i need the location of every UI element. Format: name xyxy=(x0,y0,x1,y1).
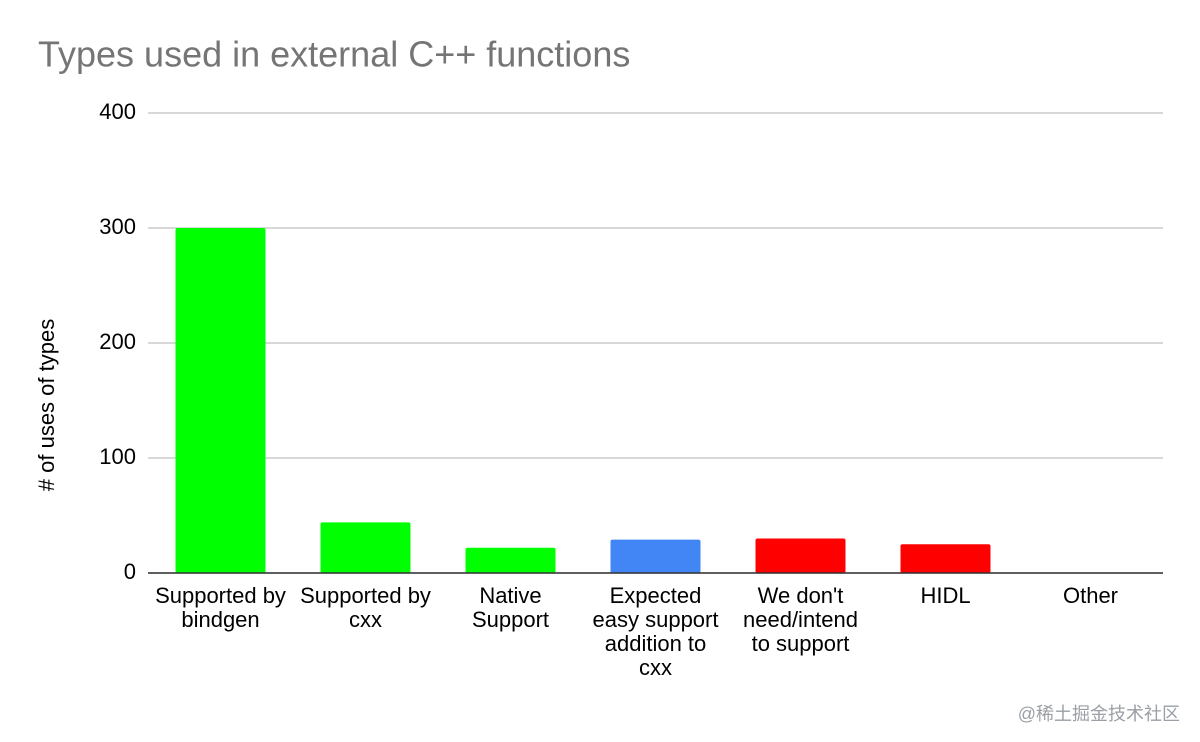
x-tick-label: Supported by bindgen xyxy=(155,583,286,632)
y-tick-label: 100 xyxy=(99,444,136,469)
x-tick-label: HIDL xyxy=(920,583,971,608)
chart-title: Types used in external C++ functions xyxy=(38,34,630,75)
y-tick-label: 300 xyxy=(99,214,136,239)
x-tick-label: We don't need/intend to support xyxy=(743,583,858,656)
x-tick-label: Native Support xyxy=(471,583,550,632)
bar xyxy=(755,538,846,573)
bar xyxy=(900,544,991,573)
watermark: @稀土掘金技术社区 xyxy=(1017,704,1180,724)
bar xyxy=(175,228,266,573)
x-tick-label: Other xyxy=(1062,583,1119,608)
y-tick-label: 0 xyxy=(124,559,136,584)
x-tick-label: Expected easy support addition to cxx xyxy=(592,583,719,680)
bar xyxy=(320,522,411,573)
bar xyxy=(465,547,556,573)
y-tick-label: 200 xyxy=(99,329,136,354)
x-tick-label: Supported by cxx xyxy=(300,583,431,632)
bar xyxy=(610,539,701,573)
y-tick-label: 400 xyxy=(99,99,136,124)
y-axis-label: # of uses of types xyxy=(34,319,59,491)
